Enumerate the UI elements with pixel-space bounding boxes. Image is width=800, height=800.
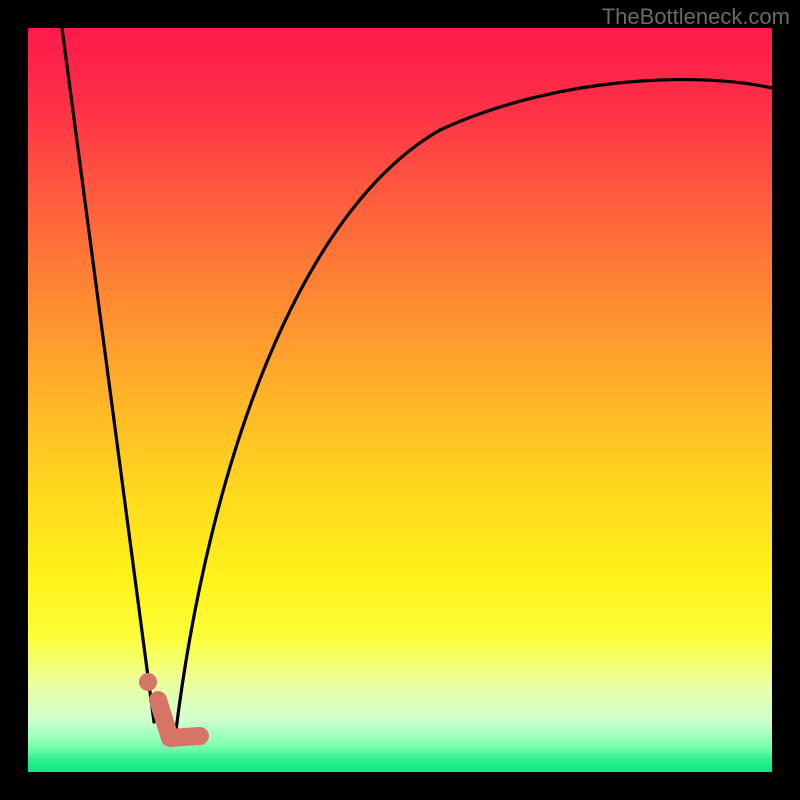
watermark-text: TheBottleneck.com bbox=[602, 4, 790, 30]
left-line bbox=[62, 28, 154, 722]
plot-area bbox=[28, 28, 772, 772]
chart-curves bbox=[28, 28, 772, 772]
right-curve bbox=[176, 80, 772, 730]
marker-dot bbox=[139, 673, 157, 691]
